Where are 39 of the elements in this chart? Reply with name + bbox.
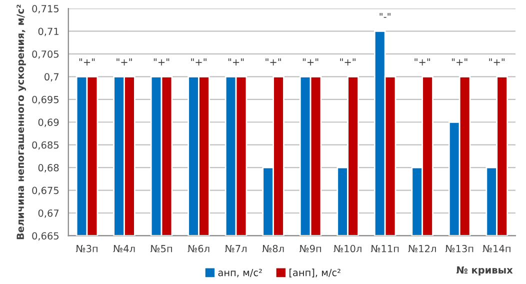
y-axis-title: Величина непогашенного ускорения, м/с² [16, 4, 26, 240]
annotation: "+" [489, 58, 504, 66]
x-tick-label: №7л [225, 245, 246, 252]
y-tick-label: 0,695 [32, 96, 59, 104]
annotation: "+" [302, 58, 318, 66]
y-tick-label: 0,71 [38, 28, 58, 36]
annotation: "+" [452, 58, 468, 66]
y-tick-label: 0,715 [32, 5, 59, 14]
x-tick-label: №12л [408, 244, 436, 252]
legend-label: [анп], м/с² [290, 268, 340, 278]
annotation: "+" [191, 58, 206, 66]
y-tick-label: 0,705 [32, 50, 59, 59]
y-tick-label: 0,7 [44, 73, 59, 82]
annotation: "+" [116, 58, 132, 66]
x-tick-label: №3п [76, 244, 98, 252]
annotation: "-" [380, 12, 390, 18]
x-tick-label: №6л [188, 244, 210, 252]
annotation: "+" [340, 58, 356, 66]
x-tick-label: №9п [299, 244, 322, 252]
y-tick-label: 0,69 [38, 118, 59, 127]
annotation: "+" [414, 58, 430, 66]
legend-label: анп, м/с² [218, 268, 262, 278]
x-tick-label: №4л [113, 245, 135, 252]
annotation: "+" [154, 58, 170, 66]
y-tick-label: 0,665 [32, 232, 59, 241]
x-axis-title: № кривых [456, 266, 513, 276]
annotation: "+" [79, 58, 95, 66]
x-tick-label: №14п [482, 245, 510, 252]
x-tick-label: №13п [445, 244, 474, 252]
x-tick-label: №5п [150, 245, 172, 252]
y-tick-label: 0,675 [32, 186, 59, 196]
x-tick-label: №10л [334, 244, 362, 252]
annotation: "+" [266, 58, 281, 66]
x-tick-label: №8л [262, 244, 284, 252]
y-tick-label: 0,68 [38, 164, 59, 172]
annotation: "+" [228, 58, 244, 66]
y-tick-label: 0,67 [38, 209, 59, 218]
y-tick-label: 0,685 [32, 141, 59, 150]
x-tick-label: №11п [370, 245, 399, 252]
